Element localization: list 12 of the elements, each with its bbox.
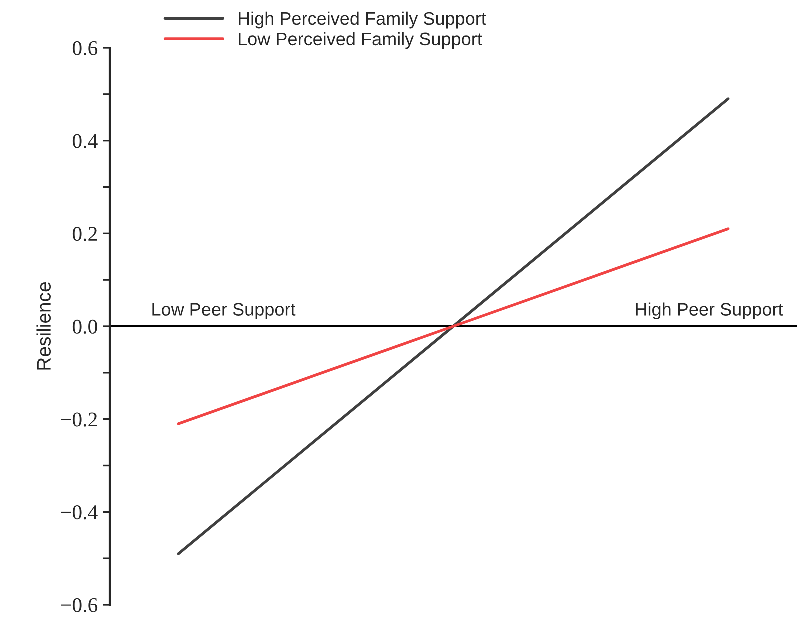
annotation: High Peer Support <box>636 302 784 320</box>
annotation: Low Peer Support <box>152 303 296 320</box>
y-tick-label: −0.6 <box>61 598 98 613</box>
y-tick-label: 0.6 <box>72 41 98 56</box>
y-tick-label: −0.4 <box>61 506 98 520</box>
y-tick-label: −0.2 <box>61 412 98 427</box>
y-tick-label: 0.0 <box>72 320 98 334</box>
y-axis-title: Resilience <box>36 282 52 370</box>
y-tick-label: 0.4 <box>72 134 98 148</box>
y-tick-label: 0.2 <box>72 227 98 242</box>
legend-label: High Perceived Family Support <box>239 12 486 29</box>
legend-label: Low Perceived Family Support <box>239 32 482 50</box>
